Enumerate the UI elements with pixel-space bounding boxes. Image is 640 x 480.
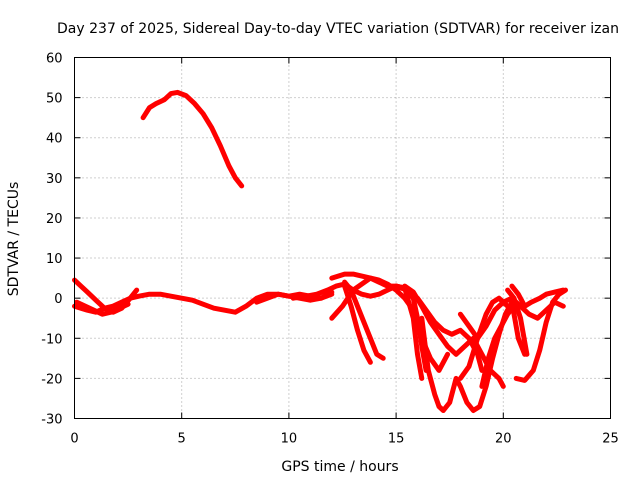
y-tick-label: 30 [46, 172, 63, 187]
y-tick-label: -20 [41, 372, 62, 387]
series-arc-9 [342, 283, 373, 365]
x-tick-label: 0 [70, 432, 78, 447]
y-tick-label: 60 [46, 52, 63, 67]
series-arc-4 [74, 299, 131, 317]
y-tick-label: 20 [46, 212, 63, 227]
y-axis-label: SDTVAR / TECUs [6, 182, 22, 297]
x-tick-label: 25 [602, 432, 619, 447]
y-tick-label: -30 [41, 413, 62, 428]
series-arc-1 [140, 89, 245, 189]
grid-lines [74, 57, 611, 419]
series-arc-18 [513, 287, 568, 383]
x-axis-label: GPS time / hours [281, 459, 398, 475]
axis-ticks [74, 57, 611, 419]
plot-frame [74, 57, 611, 419]
y-tick-label: 10 [46, 252, 63, 267]
y-tick-label: -10 [41, 332, 62, 347]
x-tick-label: 15 [388, 432, 405, 447]
series-arc-10 [342, 279, 386, 361]
x-tick-labels: 0 5 10 15 20 25 [70, 432, 618, 447]
series-arc-17 [509, 283, 566, 309]
y-tick-labels: -30 -20 -10 0 10 20 30 40 50 60 [41, 52, 62, 428]
series-arc-8 [329, 275, 451, 373]
series-arc-16 [479, 303, 517, 389]
series-arc-3 [72, 277, 140, 315]
series-arc-15 [457, 295, 511, 381]
data-series [72, 89, 568, 413]
x-tick-label: 20 [495, 432, 512, 447]
chart-title: Day 237 of 2025, Sidereal Day-to-day VTE… [57, 21, 619, 37]
y-tick-label: 40 [46, 132, 63, 147]
x-tick-label: 10 [281, 432, 298, 447]
x-tick-label: 5 [178, 432, 186, 447]
series-arc-6 [290, 281, 429, 373]
series-arc-19 [505, 287, 530, 357]
y-tick-label: 0 [54, 292, 62, 307]
y-tick-label: 50 [46, 92, 63, 107]
